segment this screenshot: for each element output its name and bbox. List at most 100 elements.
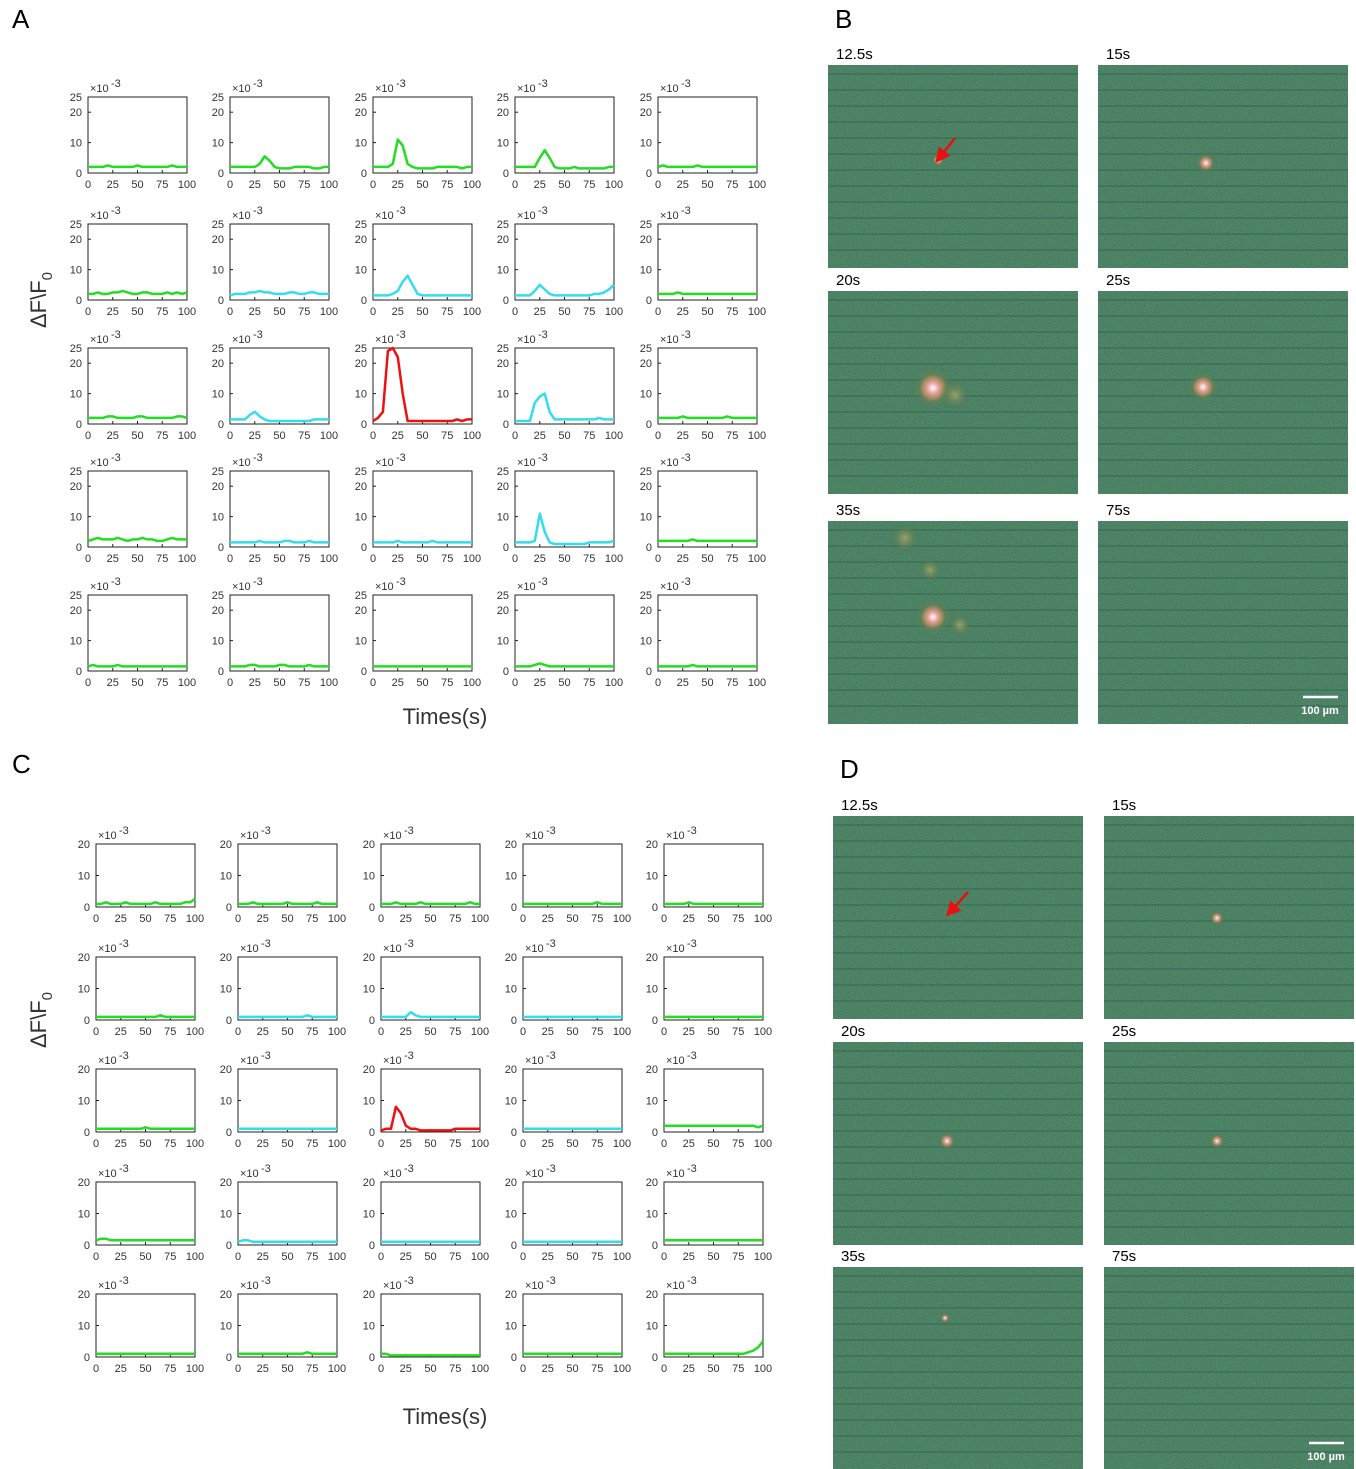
- x-tick-label: 0: [661, 913, 667, 925]
- y-tick-label: 10: [220, 871, 232, 883]
- cell-process: [947, 612, 973, 638]
- scan-line: [833, 1146, 1083, 1148]
- multiplier-exponent: -3: [404, 1050, 414, 1062]
- x-tick-label: 75: [732, 1251, 744, 1263]
- scan-line: [833, 1114, 1083, 1116]
- small-chart: 01020250255075100×10-3: [212, 205, 338, 318]
- panel-letter: C: [12, 749, 31, 779]
- plot-frame: [515, 595, 614, 671]
- x-tick-label: 0: [235, 1251, 241, 1263]
- y-axis-title-sub: 0: [39, 272, 56, 280]
- x-tick-label: 25: [249, 179, 261, 191]
- x-tick-label: 75: [732, 1026, 744, 1038]
- multiplier: ×10: [517, 581, 536, 593]
- y-tick-label: 0: [84, 902, 90, 914]
- x-tick-label: 100: [748, 677, 766, 689]
- scan-line: [1098, 673, 1348, 675]
- y-tick-label: 20: [220, 952, 232, 964]
- plot-frame: [230, 595, 329, 671]
- x-tick-label: 0: [512, 553, 518, 565]
- x-tick-label: 50: [558, 553, 570, 565]
- y-tick-label: 20: [497, 358, 509, 370]
- y-tick-label: 10: [220, 1209, 232, 1221]
- scan-line: [1098, 577, 1348, 579]
- multiplier-exponent: -3: [119, 1050, 129, 1062]
- x-tick-label: 0: [661, 1363, 667, 1375]
- scan-line: [1104, 1066, 1354, 1068]
- x-tick-label: 75: [164, 1363, 176, 1375]
- multiplier: ×10: [232, 581, 251, 593]
- y-tick-label: 20: [70, 481, 82, 493]
- scan-line: [1098, 411, 1348, 413]
- multiplier: ×10: [666, 1168, 685, 1180]
- small-chart: 01020250255075100×10-3: [497, 452, 623, 565]
- scan-line: [1098, 347, 1348, 349]
- scan-line: [828, 331, 1078, 333]
- small-chart: 010200255075100×10-3: [220, 825, 346, 925]
- scan-line: [1098, 593, 1348, 595]
- scan-line: [1104, 1098, 1354, 1100]
- x-tick-label: 25: [534, 179, 546, 191]
- y-tick-label: 0: [361, 419, 367, 431]
- x-tick-label: 100: [471, 913, 489, 925]
- scan-line: [833, 968, 1083, 970]
- y-tick-label: 0: [361, 542, 367, 554]
- y-tick-label: 20: [70, 358, 82, 370]
- small-chart: 01020250255075100×10-3: [497, 329, 623, 442]
- scan-line: [828, 561, 1078, 563]
- plot-frame: [381, 957, 480, 1020]
- x-tick-label: 75: [441, 430, 453, 442]
- x-tick-label: 0: [235, 913, 241, 925]
- x-tick-label: 50: [131, 179, 143, 191]
- scan-line: [1098, 625, 1348, 627]
- x-tick-label: 50: [707, 913, 719, 925]
- y-tick-label: 10: [70, 636, 82, 648]
- scan-line: [833, 1226, 1083, 1228]
- x-tick-label: 0: [655, 179, 661, 191]
- y-tick-label: 0: [218, 168, 224, 180]
- plot-frame: [515, 348, 614, 424]
- x-tick-label: 75: [298, 430, 310, 442]
- time-label: 12.5s: [841, 797, 878, 814]
- multiplier: ×10: [383, 1280, 402, 1292]
- x-tick-label: 75: [726, 306, 738, 318]
- plot-frame: [373, 97, 472, 173]
- y-tick-label: 0: [76, 295, 82, 307]
- y-tick-label: 20: [497, 605, 509, 617]
- x-tick-label: 0: [235, 1026, 241, 1038]
- cell-core: [1211, 912, 1223, 924]
- scan-line: [828, 73, 1078, 75]
- y-tick-label: 0: [226, 1127, 232, 1139]
- cell-process: [917, 557, 943, 583]
- x-tick-label: 75: [732, 913, 744, 925]
- x-tick-label: 75: [156, 553, 168, 565]
- x-tick-label: 100: [186, 1138, 204, 1150]
- y-tick-label: 10: [646, 1096, 658, 1108]
- x-tick-label: 50: [281, 1138, 293, 1150]
- x-tick-label: 25: [257, 1138, 269, 1150]
- x-tick-label: 0: [370, 553, 376, 565]
- plot-frame: [664, 844, 763, 907]
- multiplier-exponent: -3: [546, 1275, 556, 1287]
- y-axis-title-main: ΔF\F: [26, 1000, 51, 1048]
- y-tick-label: 10: [212, 389, 224, 401]
- x-tick-label: 100: [613, 1363, 631, 1375]
- y-axis-title-main: ΔF\F: [26, 280, 51, 328]
- small-chart: 01020250255075100×10-3: [70, 205, 196, 318]
- image-noise: [1104, 1042, 1354, 1245]
- y-axis-title-sub: 0: [39, 992, 56, 1000]
- multiplier-exponent: -3: [546, 825, 556, 837]
- y-tick-label: 0: [76, 542, 82, 554]
- y-tick-label: 0: [503, 666, 509, 678]
- x-tick-label: 50: [566, 913, 578, 925]
- scan-line: [828, 105, 1078, 107]
- y-tick-label: 20: [70, 605, 82, 617]
- y-tick-label: 20: [212, 358, 224, 370]
- x-tick-label: 0: [655, 306, 661, 318]
- x-tick-label: 75: [591, 1026, 603, 1038]
- multiplier: ×10: [240, 1168, 259, 1180]
- x-tick-label: 50: [701, 430, 713, 442]
- y-tick-label: 10: [363, 1209, 375, 1221]
- scan-line: [833, 1082, 1083, 1084]
